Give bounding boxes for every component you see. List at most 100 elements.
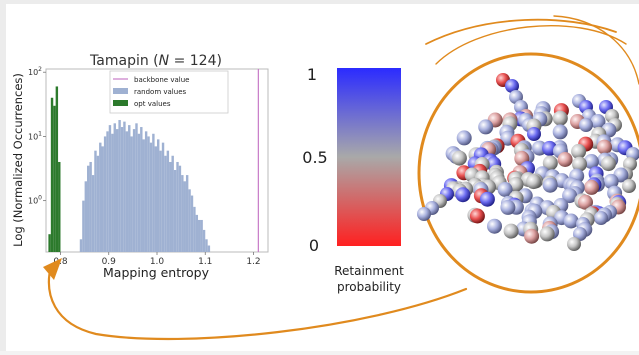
random-bar-24 (137, 133, 141, 252)
bead (455, 187, 471, 203)
bead (542, 177, 558, 193)
random-bar-14 (113, 123, 116, 253)
y-tick-label-2: 102 (28, 66, 42, 77)
y-tick-label-1: 101 (28, 130, 42, 141)
bead (505, 79, 519, 93)
random-bar-8 (99, 142, 102, 252)
x-axis-label: Mapping entropy (103, 265, 210, 280)
random-bar-31 (154, 146, 157, 252)
x-axis-ticks: 0.8 0.9 1.0 1.1 1.2 (53, 252, 261, 267)
colorbar-gradient (337, 68, 401, 246)
bead (500, 199, 516, 215)
bead (622, 179, 636, 193)
protein-bead-model-icon (417, 73, 639, 251)
random-bar-46 (190, 195, 194, 252)
arrow-head-icon (43, 258, 62, 280)
random-bar-51 (202, 229, 206, 252)
colorbar-tick-mid: 0.5 (302, 148, 327, 167)
random-bar-21 (130, 136, 133, 252)
colorbar-tick-high: 1 (307, 65, 317, 84)
x-tick-label-0: 0.8 (53, 257, 68, 267)
random-bar-36 (166, 150, 170, 252)
random-bar-45 (188, 189, 191, 252)
bead (478, 119, 494, 135)
bead (527, 127, 541, 141)
random-bar-32 (157, 139, 160, 252)
random-bar-53 (207, 245, 211, 252)
legend: backbone value random values opt values (109, 70, 229, 114)
bead (563, 213, 579, 229)
random-bar-4 (89, 161, 92, 252)
bead (479, 191, 495, 207)
random-bar-7 (96, 155, 100, 252)
bead (497, 182, 513, 197)
random-bar-26 (142, 139, 145, 252)
legend-swatch-random (113, 88, 128, 94)
random-bar-23 (135, 123, 138, 253)
random-bar-37 (169, 161, 172, 252)
highlight-circle (417, 15, 639, 294)
random-bar-27 (144, 131, 148, 252)
bead (456, 130, 472, 146)
random-bar-40 (176, 161, 179, 252)
opt-bar-4 (58, 161, 61, 252)
bead (594, 211, 608, 225)
bead (597, 139, 612, 155)
random-bar-2 (84, 181, 88, 252)
random-bar-44 (185, 175, 189, 252)
random-bar-20 (128, 125, 131, 252)
random-bar-16 (118, 120, 121, 252)
random-bar-35 (164, 155, 167, 252)
bead (567, 237, 581, 251)
random-bar-41 (178, 165, 182, 252)
random-bar-13 (111, 133, 114, 252)
opt-bar-2 (53, 105, 56, 252)
random-bar-30 (152, 133, 155, 252)
connector-arrow (47, 264, 468, 341)
colorbar-label-line1: Retainment (334, 264, 404, 278)
bead (601, 156, 616, 172)
legend-entry-opt: opt values (134, 100, 171, 108)
random-bar-1 (82, 200, 85, 252)
random-bar-43 (183, 181, 186, 252)
random-bar-34 (161, 142, 165, 252)
opt-bar-3 (55, 86, 59, 252)
bead (451, 150, 467, 166)
random-bar-6 (94, 150, 97, 252)
random-bar-0 (79, 239, 83, 252)
random-bar-33 (159, 150, 162, 252)
bead (524, 228, 540, 244)
random-bar-47 (193, 206, 196, 252)
random-bar-18 (123, 121, 126, 252)
y-axis-ticks: 100 101 102 (28, 66, 46, 206)
random-bar-9 (101, 146, 104, 252)
bead (572, 156, 587, 172)
random-bar-28 (147, 136, 150, 252)
colorbar-tick-low: 0 (309, 236, 319, 255)
random-bar-17 (120, 127, 124, 252)
random-bar-3 (87, 165, 90, 252)
colorbar-label-line2: probability (337, 280, 401, 294)
bead (583, 154, 599, 169)
bead (526, 174, 542, 190)
x-tick-label-3: 1.1 (198, 257, 212, 267)
random-bar-11 (106, 131, 109, 252)
random-bar-48 (195, 214, 199, 252)
bead (571, 143, 587, 159)
figure-svg: Tamapin (N = 124) 0.80.91.01.11.2 100101… (11, 15, 639, 341)
bead (590, 114, 606, 129)
bead (579, 118, 593, 132)
legend-entry-random: random values (134, 88, 186, 96)
legend-box (109, 70, 229, 114)
random-bar-25 (140, 127, 143, 252)
bead (542, 155, 558, 171)
random-bar-49 (198, 219, 201, 252)
x-tick-label-2: 1.0 (150, 257, 165, 267)
colorbar: 1 0.5 0 Retainment probability (302, 65, 404, 294)
bead (603, 173, 619, 189)
chart-title: Tamapin (N = 124) (89, 53, 222, 69)
opt-bar-0 (48, 234, 51, 252)
random-bar-22 (132, 129, 136, 252)
bead (557, 152, 573, 167)
